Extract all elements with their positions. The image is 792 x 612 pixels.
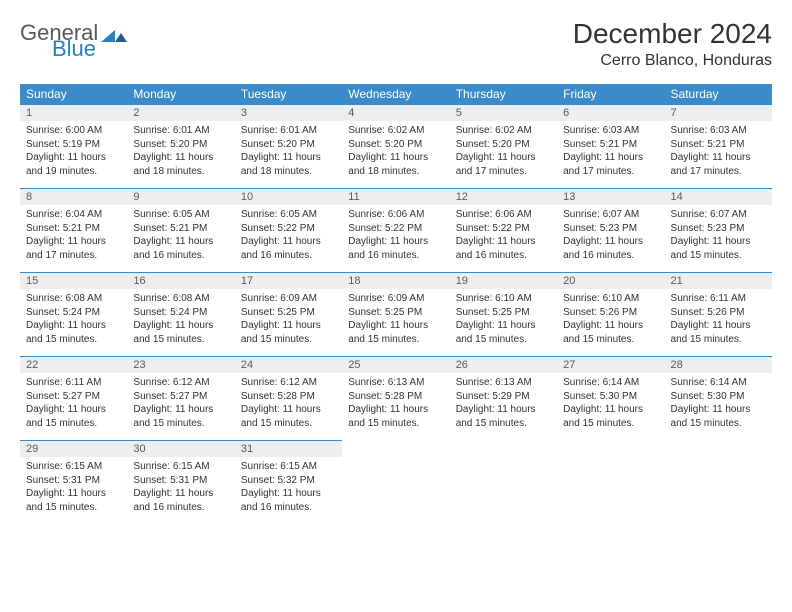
day-detail-cell: Sunrise: 6:05 AMSunset: 5:22 PMDaylight:… (235, 205, 342, 273)
day-number-cell: 27 (557, 357, 664, 374)
day-detail-cell: Sunrise: 6:01 AMSunset: 5:20 PMDaylight:… (235, 121, 342, 189)
day-detail-cell: Sunrise: 6:08 AMSunset: 5:24 PMDaylight:… (127, 289, 234, 357)
day-number-cell: 8 (20, 189, 127, 206)
day-number-row: 293031 (20, 441, 772, 458)
day-detail-cell: Sunrise: 6:11 AMSunset: 5:26 PMDaylight:… (665, 289, 772, 357)
day-detail-cell: Sunrise: 6:06 AMSunset: 5:22 PMDaylight:… (342, 205, 449, 273)
day-number-cell: 11 (342, 189, 449, 206)
day-number-cell: 5 (450, 105, 557, 122)
empty-cell (665, 441, 772, 458)
day-number-cell: 19 (450, 273, 557, 290)
day-number-cell: 20 (557, 273, 664, 290)
day-detail-cell: Sunrise: 6:14 AMSunset: 5:30 PMDaylight:… (665, 373, 772, 441)
day-detail-cell: Sunrise: 6:15 AMSunset: 5:32 PMDaylight:… (235, 457, 342, 524)
day-detail-row: Sunrise: 6:15 AMSunset: 5:31 PMDaylight:… (20, 457, 772, 524)
day-detail-cell: Sunrise: 6:01 AMSunset: 5:20 PMDaylight:… (127, 121, 234, 189)
day-detail-row: Sunrise: 6:00 AMSunset: 5:19 PMDaylight:… (20, 121, 772, 189)
day-number-cell: 3 (235, 105, 342, 122)
weekday-header: Sunday (20, 84, 127, 105)
day-detail-cell: Sunrise: 6:03 AMSunset: 5:21 PMDaylight:… (665, 121, 772, 189)
day-detail-cell: Sunrise: 6:13 AMSunset: 5:29 PMDaylight:… (450, 373, 557, 441)
day-detail-row: Sunrise: 6:04 AMSunset: 5:21 PMDaylight:… (20, 205, 772, 273)
day-detail-cell: Sunrise: 6:07 AMSunset: 5:23 PMDaylight:… (665, 205, 772, 273)
day-detail-cell: Sunrise: 6:15 AMSunset: 5:31 PMDaylight:… (127, 457, 234, 524)
weekday-header: Friday (557, 84, 664, 105)
day-number-cell: 12 (450, 189, 557, 206)
weekday-header: Monday (127, 84, 234, 105)
day-detail-cell: Sunrise: 6:11 AMSunset: 5:27 PMDaylight:… (20, 373, 127, 441)
day-detail-cell: Sunrise: 6:00 AMSunset: 5:19 PMDaylight:… (20, 121, 127, 189)
day-number-cell: 30 (127, 441, 234, 458)
day-detail-cell: Sunrise: 6:15 AMSunset: 5:31 PMDaylight:… (20, 457, 127, 524)
day-number-cell: 15 (20, 273, 127, 290)
weekday-header: Wednesday (342, 84, 449, 105)
day-number-cell: 7 (665, 105, 772, 122)
day-detail-cell: Sunrise: 6:03 AMSunset: 5:21 PMDaylight:… (557, 121, 664, 189)
weekday-header: Tuesday (235, 84, 342, 105)
day-number-cell: 16 (127, 273, 234, 290)
day-number-cell: 9 (127, 189, 234, 206)
day-number-row: 15161718192021 (20, 273, 772, 290)
day-detail-cell: Sunrise: 6:06 AMSunset: 5:22 PMDaylight:… (450, 205, 557, 273)
day-detail-cell: Sunrise: 6:05 AMSunset: 5:21 PMDaylight:… (127, 205, 234, 273)
day-number-cell: 31 (235, 441, 342, 458)
day-number-cell: 14 (665, 189, 772, 206)
title-block: December 2024 Cerro Blanco, Honduras (573, 18, 772, 70)
day-number-cell: 26 (450, 357, 557, 374)
day-number-row: 1234567 (20, 105, 772, 122)
day-number-cell: 29 (20, 441, 127, 458)
empty-cell (450, 457, 557, 524)
day-number-cell: 13 (557, 189, 664, 206)
day-detail-cell: Sunrise: 6:12 AMSunset: 5:28 PMDaylight:… (235, 373, 342, 441)
calendar-page: General Blue December 2024 Cerro Blanco,… (0, 0, 792, 542)
day-number-cell: 21 (665, 273, 772, 290)
calendar-table: SundayMondayTuesdayWednesdayThursdayFrid… (20, 84, 772, 524)
location-subtitle: Cerro Blanco, Honduras (573, 52, 772, 70)
empty-cell (665, 457, 772, 524)
day-detail-cell: Sunrise: 6:12 AMSunset: 5:27 PMDaylight:… (127, 373, 234, 441)
day-detail-cell: Sunrise: 6:04 AMSunset: 5:21 PMDaylight:… (20, 205, 127, 273)
day-detail-cell: Sunrise: 6:09 AMSunset: 5:25 PMDaylight:… (235, 289, 342, 357)
day-number-cell: 6 (557, 105, 664, 122)
weekday-header: Thursday (450, 84, 557, 105)
brand-logo: General Blue (20, 18, 127, 60)
day-number-cell: 10 (235, 189, 342, 206)
day-number-cell: 28 (665, 357, 772, 374)
day-number-cell: 22 (20, 357, 127, 374)
day-detail-cell: Sunrise: 6:09 AMSunset: 5:25 PMDaylight:… (342, 289, 449, 357)
empty-cell (342, 441, 449, 458)
day-number-cell: 1 (20, 105, 127, 122)
day-detail-row: Sunrise: 6:11 AMSunset: 5:27 PMDaylight:… (20, 373, 772, 441)
day-number-cell: 25 (342, 357, 449, 374)
page-header: General Blue December 2024 Cerro Blanco,… (20, 18, 772, 70)
day-detail-cell: Sunrise: 6:10 AMSunset: 5:25 PMDaylight:… (450, 289, 557, 357)
day-detail-cell: Sunrise: 6:07 AMSunset: 5:23 PMDaylight:… (557, 205, 664, 273)
day-number-cell: 17 (235, 273, 342, 290)
day-detail-row: Sunrise: 6:08 AMSunset: 5:24 PMDaylight:… (20, 289, 772, 357)
day-number-cell: 2 (127, 105, 234, 122)
day-number-row: 22232425262728 (20, 357, 772, 374)
weekday-header: Saturday (665, 84, 772, 105)
weekday-header-row: SundayMondayTuesdayWednesdayThursdayFrid… (20, 84, 772, 105)
day-number-row: 891011121314 (20, 189, 772, 206)
month-title: December 2024 (573, 18, 772, 50)
empty-cell (557, 457, 664, 524)
day-detail-cell: Sunrise: 6:02 AMSunset: 5:20 PMDaylight:… (342, 121, 449, 189)
day-detail-cell: Sunrise: 6:14 AMSunset: 5:30 PMDaylight:… (557, 373, 664, 441)
day-detail-cell: Sunrise: 6:08 AMSunset: 5:24 PMDaylight:… (20, 289, 127, 357)
day-detail-cell: Sunrise: 6:10 AMSunset: 5:26 PMDaylight:… (557, 289, 664, 357)
day-number-cell: 4 (342, 105, 449, 122)
day-number-cell: 23 (127, 357, 234, 374)
day-detail-cell: Sunrise: 6:02 AMSunset: 5:20 PMDaylight:… (450, 121, 557, 189)
day-number-cell: 24 (235, 357, 342, 374)
logo-text-blue: Blue (52, 38, 127, 60)
empty-cell (557, 441, 664, 458)
day-detail-cell: Sunrise: 6:13 AMSunset: 5:28 PMDaylight:… (342, 373, 449, 441)
empty-cell (342, 457, 449, 524)
empty-cell (450, 441, 557, 458)
day-number-cell: 18 (342, 273, 449, 290)
